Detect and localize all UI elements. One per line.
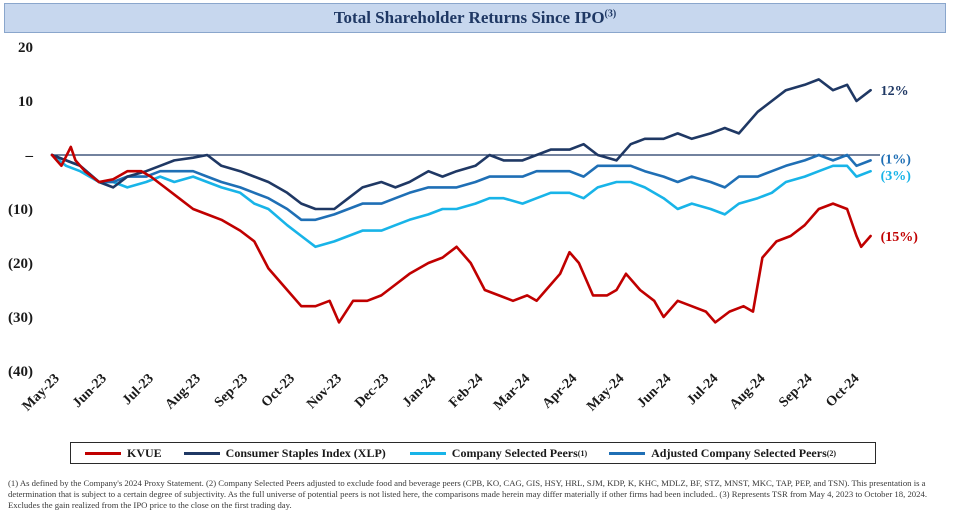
- x-tick-label: Jun-23: [70, 371, 110, 411]
- x-tick-label: Apr-24: [540, 371, 580, 411]
- x-tick-label: Jun-24: [635, 371, 675, 411]
- x-tick-label: Oct-23: [259, 371, 298, 410]
- chart-legend: KVUE Consumer Staples Index (XLP) Compan…: [70, 442, 876, 464]
- x-tick-label: Nov-23: [304, 371, 345, 412]
- legend-item-adjusted-peers: Adjusted Company Selected Peers (2): [609, 446, 836, 461]
- x-tick-label: Dec-23: [352, 371, 392, 411]
- x-tick-label: Jan-24: [400, 371, 439, 410]
- legend-sup-adjusted-peers: (2): [826, 448, 837, 458]
- tsr-line-chart: 20 10 – (10) (20) (30) (40) (15%) 12% (3%) (1%) M…: [8, 40, 919, 414]
- legend-label-company-peers: Company Selected Peers: [451, 445, 578, 460]
- legend-sup-company-peers: (1): [577, 448, 588, 458]
- x-tick-label: Aug-24: [727, 371, 768, 412]
- chart-title-text: Total Shareholder Returns Since IPO: [333, 8, 605, 27]
- x-tick-label: Jul-24: [684, 371, 721, 408]
- legend-label-adjusted-peers: Adjusted Company Selected Peers: [651, 445, 827, 460]
- x-tick-label: Oct-24: [823, 371, 862, 410]
- legend-label-kvue: KVUE: [127, 445, 162, 460]
- chart-title-bar: Total Shareholder Returns Since IPO(3): [4, 3, 946, 33]
- x-tick-label: Sep-24: [776, 371, 815, 410]
- y-axis: 20 10 – (10) (20) (30) (40): [8, 40, 34, 380]
- legend-swatch-xlp: [183, 451, 220, 455]
- end-label-kvue: (15%): [881, 230, 919, 245]
- legend-swatch-kvue: [85, 451, 121, 455]
- series-line-adjusted-company-selected-peers: [50, 153, 872, 222]
- end-label-company-selected-peers: (3%): [881, 169, 912, 184]
- series-lines: [50, 78, 872, 324]
- legend-swatch-company-peers: [409, 451, 446, 455]
- end-label-adjusted-company-selected-peers: (1%): [881, 152, 912, 167]
- chart-title-footnote-ref: (3): [604, 8, 617, 20]
- x-tick-label: Feb-24: [446, 371, 486, 411]
- footnote-text: (1) As defined by the Company's 2024 Pro…: [8, 478, 928, 510]
- x-tick-label: Jul-23: [120, 371, 157, 408]
- end-labels: (15%) 12% (3%) (1%): [881, 84, 919, 245]
- legend-item-xlp: Consumer Staples Index (XLP): [183, 445, 386, 461]
- chart-title: Total Shareholder Returns Since IPO(3): [334, 8, 616, 28]
- series-line-company-selected-peers: [50, 153, 872, 249]
- series-line-consumer-staples-index-xlp: [50, 78, 872, 211]
- legend-swatch-adjusted-peers: [609, 451, 646, 455]
- legend-item-company-peers: Company Selected Peers (1): [409, 445, 588, 461]
- y-tick-label: 10: [18, 94, 33, 110]
- series-line-kvue: [50, 145, 872, 324]
- legend-label-xlp: Consumer Staples Index (XLP): [225, 445, 386, 460]
- y-tick-label: (20): [8, 256, 33, 272]
- x-tick-label: Sep-23: [212, 371, 251, 410]
- x-tick-label: Aug-23: [163, 371, 204, 412]
- legend-item-kvue: KVUE: [85, 446, 162, 461]
- y-tick-label: –: [25, 148, 34, 164]
- y-tick-label: (30): [8, 310, 33, 326]
- x-axis: May-23 Jun-23 Jul-23 Aug-23 Sep-23 Oct-23 Nov-…: [20, 371, 863, 414]
- end-label-consumer-staples-index-xlp: 12%: [881, 84, 909, 99]
- y-tick-label: 20: [18, 40, 33, 56]
- x-tick-label: May-24: [584, 371, 627, 414]
- y-tick-label: (40): [8, 364, 33, 380]
- footnotes: (1) As defined by the Company's 2024 Pro…: [8, 478, 943, 511]
- x-tick-label: Mar-24: [491, 371, 533, 413]
- y-tick-label: (10): [8, 202, 33, 218]
